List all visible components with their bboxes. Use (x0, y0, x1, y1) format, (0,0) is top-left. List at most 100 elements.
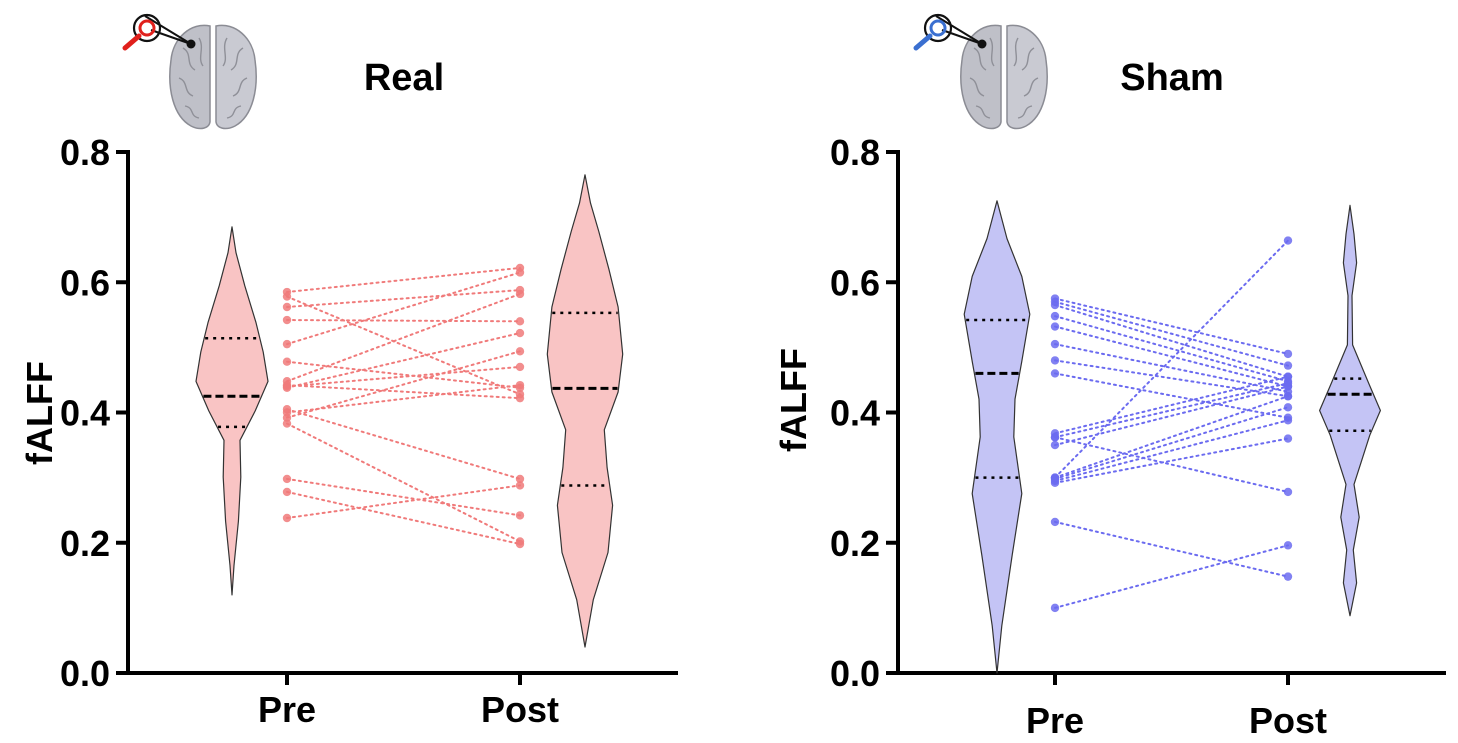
brain-sulcus (184, 105, 200, 119)
chart-panel-real: Real 0.0 0.2 0.4 0.6 0.8 fALFF Pre Post (19, 13, 678, 730)
data-point-pre (1050, 473, 1060, 482)
coil-ring (132, 13, 162, 43)
paired-line (1054, 436, 1289, 493)
paired-line (286, 477, 521, 517)
paired-line (286, 292, 521, 383)
brain-sulcus (1017, 105, 1033, 119)
brain-sulcus (232, 77, 248, 97)
pointer-line (150, 29, 192, 45)
y-tick-label: 0.2 (60, 523, 110, 564)
brain-sulcus (989, 37, 995, 67)
brain-sulcus (1021, 47, 1035, 71)
brain-sulcus (975, 105, 991, 119)
data-point-pre (1050, 369, 1060, 378)
y-axis-label: fALFF (773, 348, 814, 452)
pointer-line (941, 29, 983, 45)
data-point-post (1283, 392, 1293, 401)
y-tick-label: 0.6 (830, 262, 880, 303)
brain-sulcus (1023, 77, 1039, 97)
paired-line (286, 408, 521, 480)
chart-title: Sham (1120, 57, 1223, 99)
coil-handle (913, 33, 933, 51)
data-point-post (515, 474, 525, 484)
chart-panel-sham: Sham 0.0 0.2 0.4 0.6 0.8 fALFF Pre Post (773, 13, 1446, 741)
data-point-pre (282, 292, 292, 301)
paired-line (286, 422, 521, 543)
paired-line (1054, 325, 1289, 388)
data-point-pre (1050, 322, 1060, 331)
violin-post (1319, 204, 1381, 617)
data-point-post (1283, 361, 1293, 370)
data-point-pre (282, 413, 292, 422)
coil-inner (929, 19, 947, 37)
data-point-post (1283, 403, 1293, 412)
violin-pre (963, 200, 1031, 674)
brain-sulcus (198, 37, 204, 67)
brain-sulcus (222, 37, 228, 67)
data-point-post (515, 362, 525, 372)
paired-line (1054, 297, 1289, 355)
data-point-pre (1050, 339, 1060, 349)
paired-line (286, 490, 521, 546)
paired-line (286, 266, 521, 294)
x-tick-label: Pre (258, 689, 316, 730)
x-tick-label: Post (481, 689, 559, 730)
data-point-post (515, 380, 525, 390)
data-point-pre (282, 315, 292, 325)
chart-title: Real (364, 57, 444, 99)
y-tick-label: 0.4 (830, 393, 880, 434)
coil-inner (138, 19, 156, 37)
data-point-pre (1050, 311, 1060, 321)
paired-line (1054, 520, 1289, 578)
brain-left-hemisphere (960, 24, 1002, 130)
data-point-pre (282, 474, 292, 484)
brain-icon (913, 13, 1048, 130)
paired-line (1054, 315, 1289, 383)
data-point-post (515, 328, 525, 338)
paired-line (1054, 385, 1289, 447)
paired-line (1054, 544, 1289, 609)
data-point-post (515, 539, 525, 549)
data-point-post (1283, 572, 1293, 581)
brain-sulcus (969, 77, 985, 97)
data-point-post (515, 481, 525, 490)
x-tick-label: Pre (1026, 700, 1084, 741)
brain-right-hemisphere (1006, 24, 1048, 130)
y-tick-label: 0.0 (60, 653, 110, 694)
data-point-pre (1050, 433, 1060, 442)
paired-line (286, 365, 521, 388)
brain-sulcus (230, 47, 244, 71)
data-point-pre (1050, 603, 1060, 613)
brain-sulcus (178, 77, 194, 97)
data-point-pre (1050, 356, 1060, 365)
pointer-line (144, 15, 192, 45)
coil-handle (122, 33, 142, 51)
paired-line (286, 295, 521, 396)
data-point-pre (282, 357, 292, 366)
data-point-post (515, 317, 525, 326)
data-point-pre (282, 419, 292, 428)
x-tick-label: Post (1249, 700, 1327, 741)
data-point-pre (282, 513, 292, 523)
y-axis-label: fALFF (19, 361, 60, 465)
paired-line (1054, 382, 1289, 439)
pointer-line (935, 15, 983, 45)
data-point-post (1283, 382, 1293, 391)
y-tick-label: 0.0 (830, 653, 880, 694)
data-point-pre (282, 487, 292, 497)
paired-line (1054, 437, 1289, 484)
data-point-pre (1050, 300, 1060, 310)
brain-sulcus (226, 105, 242, 119)
paired-line (286, 332, 521, 389)
paired-line (1054, 375, 1289, 435)
paired-line (1054, 343, 1289, 393)
data-point-pre (282, 339, 292, 349)
data-point-post (515, 393, 525, 403)
data-point-post (1283, 416, 1293, 425)
data-point-pre (1050, 517, 1060, 527)
data-point-post (1283, 349, 1293, 359)
coil-ring (923, 13, 953, 43)
data-point-post (1283, 372, 1293, 381)
data-point-post (515, 347, 525, 356)
